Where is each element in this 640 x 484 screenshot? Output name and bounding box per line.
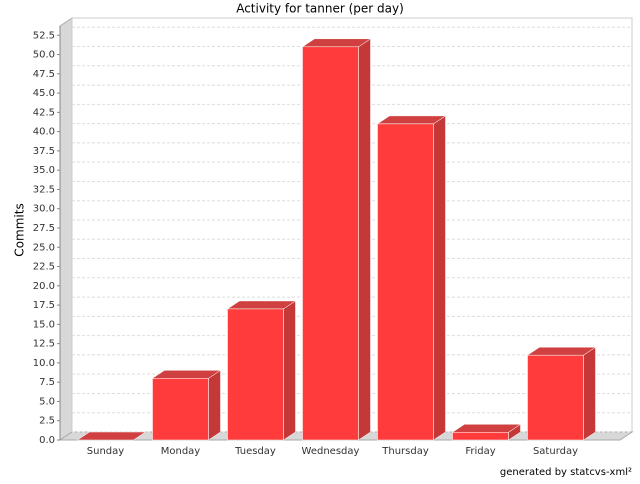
bar-top [526, 346, 597, 356]
bar-top [301, 38, 372, 48]
bar-side [283, 300, 296, 441]
y-tick-label: 2.5 [39, 416, 55, 427]
y-tick-label: 32.5 [33, 184, 55, 195]
y-tick-label: 30.0 [33, 204, 55, 215]
x-tick-label: Wednesday [302, 446, 360, 457]
y-tick-label: 22.5 [33, 262, 55, 273]
y-tick-label: 35.0 [33, 165, 55, 176]
x-tick-label: Friday [465, 446, 495, 457]
y-tick-label: 15.0 [33, 319, 55, 330]
bar-front [227, 308, 284, 441]
x-tick-label: Thursday [381, 446, 429, 457]
bar [226, 300, 297, 441]
y-tick-label: 0.0 [39, 435, 55, 446]
bar [301, 38, 372, 441]
bar-top [451, 424, 522, 433]
chart-title: Activity for tanner (per day) [236, 2, 404, 16]
y-tick-label: 25.0 [33, 242, 55, 253]
bar-top [76, 431, 147, 441]
footer: generated by statcvs-xml² [500, 467, 632, 478]
bar-front [527, 354, 584, 441]
bar-front [377, 123, 434, 441]
bar-side [583, 346, 596, 441]
x-tick-label: Tuesday [234, 446, 276, 457]
bar [526, 346, 597, 441]
y-tick-label: 45.0 [33, 88, 55, 99]
y-tick-label: 17.5 [33, 300, 55, 311]
bar-top [226, 300, 297, 310]
bar-front [302, 46, 359, 441]
bar-side [433, 115, 446, 441]
bar-top [151, 370, 222, 379]
left-wall [59, 17, 73, 441]
y-tick-label: 37.5 [33, 146, 55, 157]
y-tick-label: 20.0 [33, 281, 55, 292]
x-tick-label: Saturday [533, 446, 578, 457]
bar [151, 369, 222, 441]
bar-top [376, 115, 447, 125]
y-tick-label: 10.0 [33, 358, 55, 369]
y-tick-label: 7.5 [39, 377, 55, 388]
y-tick-label: 50.0 [33, 50, 55, 61]
x-tick-label: Sunday [87, 446, 124, 457]
bar [376, 115, 447, 441]
y-tick-label: 27.5 [33, 223, 55, 234]
y-axis-label: Commits [13, 203, 27, 256]
x-tick-label: Monday [161, 446, 201, 457]
bar [76, 431, 147, 441]
y-tick-label: 40.0 [33, 127, 55, 138]
bar-front [152, 378, 209, 441]
bar-front [452, 432, 509, 441]
y-tick-label: 47.5 [33, 69, 55, 80]
y-tick-label: 12.5 [33, 339, 55, 350]
bar [451, 423, 522, 441]
y-tick-label: 42.5 [33, 107, 55, 118]
y-tick-label: 52.5 [33, 30, 55, 41]
y-tick-label: 5.0 [39, 396, 55, 407]
bar-side [208, 369, 221, 441]
bar-side [358, 38, 371, 441]
